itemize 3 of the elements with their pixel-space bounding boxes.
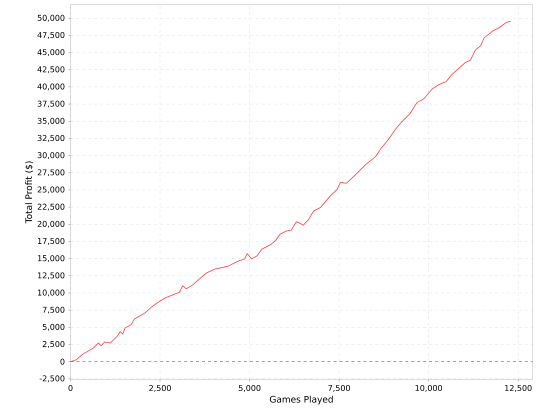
x-axis-title: Games Played [270, 396, 333, 404]
line-series [70, 20, 511, 362]
y-axis-title: Total Profit ($) [25, 161, 34, 224]
